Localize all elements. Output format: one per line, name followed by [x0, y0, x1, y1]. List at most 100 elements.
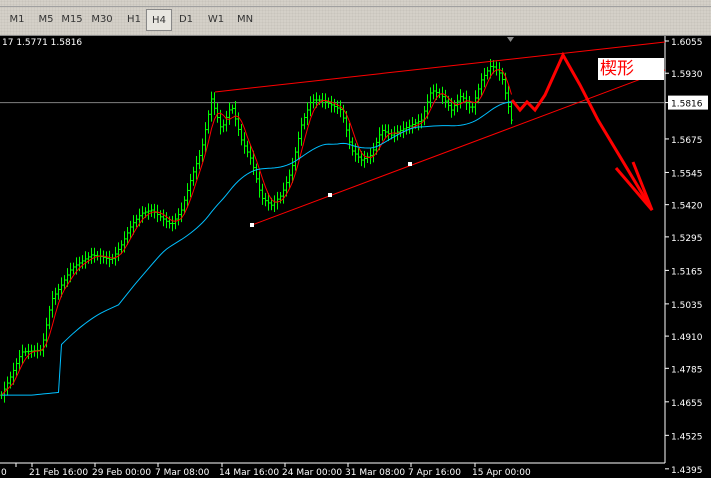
- timeframe-h4[interactable]: H4: [146, 9, 172, 31]
- ohlc-bar: [201, 138, 204, 162]
- ohlc-bar: [378, 127, 381, 151]
- ohlc-bar: [84, 251, 87, 269]
- ohlc-bar: [24, 347, 27, 357]
- ohlc-bar: [162, 209, 165, 227]
- ohlc-bar: [399, 125, 402, 137]
- ohlc-bar: [171, 215, 174, 232]
- timeframe-h1[interactable]: H1: [127, 14, 141, 25]
- ohlc-bar: [489, 58, 492, 79]
- ohlc-bar: [438, 88, 441, 99]
- timeframe-m1[interactable]: M1: [9, 14, 25, 25]
- ohlc-bar: [57, 283, 60, 300]
- timeframe-m30[interactable]: M30: [91, 14, 113, 25]
- fast-moving-average: [1, 68, 512, 396]
- time-tick-label: 31 Mar 08:00: [345, 468, 405, 478]
- ohlc-bar: [117, 242, 120, 262]
- slow-moving-average: [1, 101, 512, 396]
- ohlc-bar: [189, 173, 192, 198]
- timeframe-mn[interactable]: MN: [236, 14, 254, 25]
- ohlc-bar: [441, 86, 444, 104]
- upper-trendline: [214, 41, 666, 93]
- ohlc-bar: [315, 92, 318, 108]
- price-tick-label: 1.5930: [671, 70, 703, 80]
- arrow-head-icon: [614, 161, 654, 211]
- ohlc-bar: [198, 149, 201, 170]
- ohlc-bar: [147, 203, 150, 220]
- ohlc-bar: [456, 94, 459, 113]
- ohlc-bar: [444, 89, 447, 108]
- ohlc-bar: [381, 124, 384, 141]
- ohlc-bar: [384, 124, 387, 139]
- ohlc-bar: [369, 148, 372, 165]
- ohlc-bar: [69, 262, 72, 283]
- trendline-anchor-point: [408, 162, 412, 166]
- ohlc-bar: [90, 247, 93, 264]
- ohlc-bar: [258, 171, 261, 198]
- time-tick-label: 24 Mar 00:00: [282, 468, 342, 478]
- ohlc-bar: [507, 85, 510, 114]
- ohlc-bar: [411, 116, 414, 134]
- ohlc-bar: [333, 98, 336, 113]
- ohlc-bar: [18, 349, 21, 371]
- ohlc-bar: [303, 113, 306, 130]
- price-tick-label: 1.5675: [671, 136, 703, 146]
- ohlc-bar: [96, 250, 99, 261]
- ohlc-bar: [231, 104, 234, 114]
- ohlc-bar: [165, 212, 168, 229]
- ohlc-bar: [186, 183, 189, 208]
- toolbar-trim: [0, 0, 711, 7]
- ohlc-bar: [300, 117, 303, 146]
- ohlc-bar: [114, 246, 117, 266]
- ohlc-bar: [102, 250, 105, 264]
- ohlc-bar: [120, 240, 123, 255]
- ohlc-bar: [330, 95, 333, 113]
- price-chart[interactable]: 1.6055 1.5930 1.5816 1.5675 1.5545 1.5420 1.52…: [0, 36, 711, 478]
- ohlc-bar: [468, 96, 471, 114]
- ohlc-bar: [60, 277, 63, 298]
- ohlc-bar: [87, 252, 90, 264]
- ohlc-bar: [195, 155, 198, 180]
- ohlc-bar: [78, 256, 81, 272]
- ohlc-bar: [216, 103, 219, 123]
- ohlc-bar: [153, 203, 156, 219]
- ohlc-bar: [429, 87, 432, 108]
- ohlc-bar: [486, 66, 489, 80]
- ohlc-bar: [27, 343, 30, 360]
- ohlc-bar: [93, 247, 96, 263]
- wedge-label: 楔形: [598, 58, 664, 80]
- ohlc-bar: [54, 287, 57, 305]
- ohlc-bar: [393, 126, 396, 143]
- timeframe-m5[interactable]: M5: [38, 14, 54, 25]
- time-tick-label: 14 Mar 16:00: [219, 468, 279, 478]
- time-tick-label: 0: [1, 468, 7, 478]
- ohlc-bar: [402, 121, 405, 139]
- ohlc-bar: [126, 227, 129, 245]
- ohlc-bar: [240, 124, 243, 146]
- current-price-box: [668, 95, 708, 110]
- ohlc-bar: [387, 124, 390, 142]
- time-tick-label: 21 Feb 16:00: [29, 468, 88, 478]
- ohlc-bar: [336, 100, 339, 114]
- ohlc-bar: [111, 253, 114, 265]
- timeframe-m15[interactable]: M15: [61, 14, 83, 25]
- ohlc-bar: [342, 104, 345, 123]
- ohlc-bar: [492, 60, 495, 74]
- projection-arrow: [510, 51, 654, 211]
- ohlc-bar: [156, 204, 159, 223]
- ohlc-bar: [273, 195, 276, 212]
- timeframe-d1[interactable]: D1: [178, 14, 194, 25]
- ohlc-bar: [480, 73, 483, 96]
- ohlc-bar: [132, 215, 135, 235]
- ohlc-bar: [234, 100, 237, 127]
- ohlc-bar: [432, 84, 435, 100]
- price-tick-label: 1.5035: [671, 301, 703, 311]
- price-tick-label: 1.4910: [671, 333, 703, 343]
- ohlc-bar: [261, 183, 264, 205]
- trendline-anchor-point: [250, 223, 254, 227]
- ohlc-bar: [150, 204, 153, 217]
- ohlc-bar: [471, 101, 474, 113]
- timeframe-w1[interactable]: W1: [207, 14, 225, 25]
- time-tick-label: 29 Feb 00:00: [92, 468, 151, 478]
- ohlc-bar: [192, 166, 195, 186]
- ohlc-bar: [6, 376, 9, 396]
